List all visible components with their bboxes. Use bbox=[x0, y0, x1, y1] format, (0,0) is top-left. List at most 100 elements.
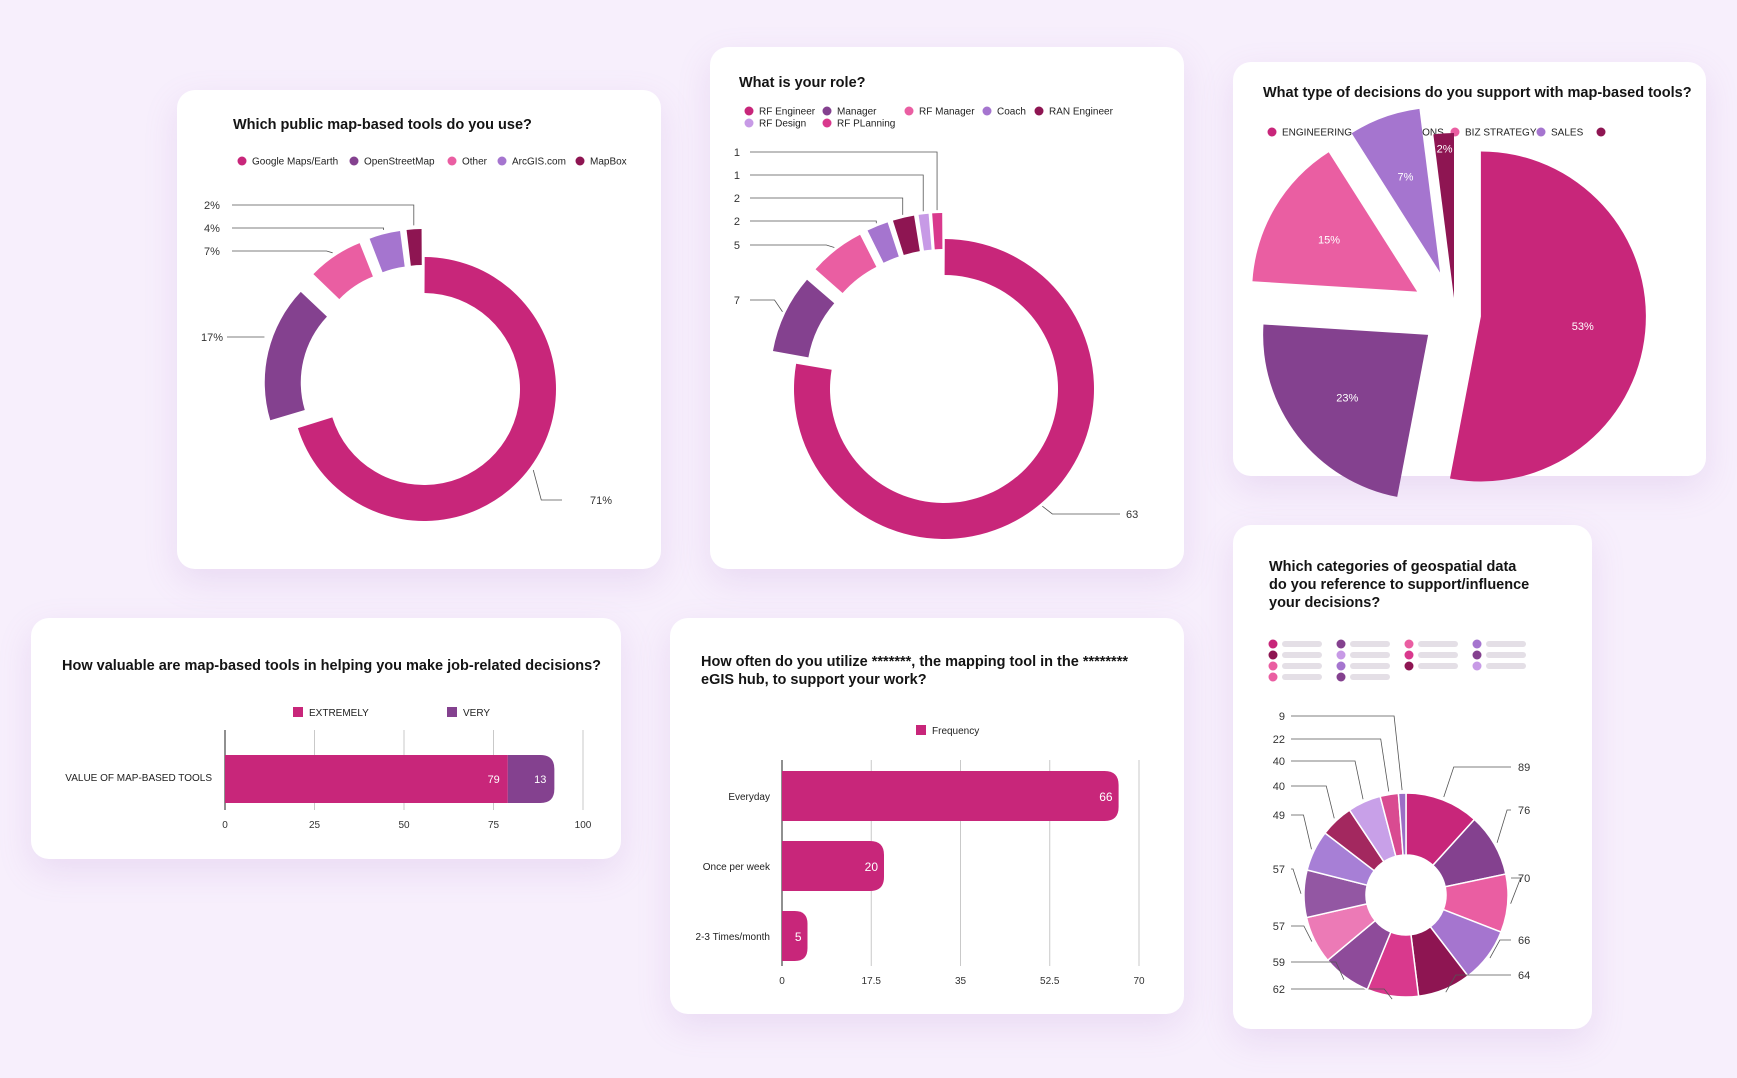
tick-label: 0 bbox=[779, 976, 785, 987]
chart-title: How often do you utilize *******, the ma… bbox=[701, 654, 1128, 688]
tick-label: 75 bbox=[488, 820, 500, 831]
tick-label: 50 bbox=[398, 820, 410, 831]
leader-line bbox=[1443, 766, 1511, 798]
value-label: 2 bbox=[734, 216, 740, 228]
leader-line bbox=[1042, 505, 1120, 515]
legend-label-blurred bbox=[1350, 641, 1390, 647]
legend-swatch bbox=[1404, 661, 1414, 671]
leader-line bbox=[750, 244, 835, 248]
decision-types-chart: ENGINEERINGOPERATIONSBIZ STRATEGYSALES53… bbox=[1252, 108, 1646, 497]
value-label: 1 bbox=[734, 170, 740, 182]
category-label: Once per week bbox=[703, 862, 771, 873]
bar-everyday bbox=[782, 771, 1119, 821]
slice-group bbox=[1449, 151, 1646, 482]
bar-extremely bbox=[225, 755, 508, 803]
value-label: 63 bbox=[1126, 509, 1138, 521]
slice-manager bbox=[772, 279, 835, 358]
slice-group bbox=[406, 229, 422, 266]
legend-label: VERY bbox=[463, 708, 490, 719]
slice-group bbox=[772, 279, 835, 358]
leader-line bbox=[232, 227, 385, 231]
legend-swatch bbox=[447, 156, 457, 166]
legend-label: OpenStreetMap bbox=[364, 157, 435, 168]
value-label: 7 bbox=[734, 295, 740, 307]
slice-14 bbox=[1397, 792, 1407, 856]
value-label: 5 bbox=[734, 240, 740, 252]
bar-once-per-week bbox=[782, 841, 884, 891]
slice-arcgis-com bbox=[369, 230, 405, 273]
leader-line bbox=[750, 197, 904, 215]
legend-label-blurred bbox=[1418, 641, 1458, 647]
card-public-tools: Which public map-based tools do you use?… bbox=[177, 90, 661, 569]
slice-operations bbox=[1263, 324, 1429, 497]
tick-label: 52.5 bbox=[1040, 976, 1060, 987]
chart-title: Which public map-based tools do you use? bbox=[233, 117, 532, 133]
leader-line bbox=[1291, 814, 1312, 850]
slice-coach bbox=[867, 222, 899, 263]
slice-rf-design bbox=[918, 213, 932, 251]
legend-swatch bbox=[744, 118, 754, 128]
slice-group bbox=[1263, 324, 1429, 497]
chart-title: How valuable are map-based tools in help… bbox=[62, 658, 602, 674]
leader-line bbox=[1291, 868, 1302, 894]
tick-label: 0 bbox=[222, 820, 228, 831]
leader-line bbox=[1291, 785, 1335, 819]
legend-swatch bbox=[822, 118, 832, 128]
legend-swatch bbox=[1472, 639, 1482, 649]
card-frequency: How often do you utilize *******, the ma… bbox=[670, 618, 1184, 1014]
legend-label: RF Manager bbox=[919, 107, 975, 118]
bar-value-label: 13 bbox=[534, 774, 546, 786]
legend-label: MapBox bbox=[590, 157, 627, 168]
legend-swatch bbox=[293, 707, 303, 717]
legend-swatch bbox=[447, 707, 457, 717]
slice-sales bbox=[1351, 108, 1441, 273]
legend-label-blurred bbox=[1418, 663, 1458, 669]
legend-label-blurred bbox=[1486, 641, 1526, 647]
value-label: 66 bbox=[1518, 935, 1530, 947]
legend-swatch bbox=[1267, 127, 1277, 137]
bar-value-label: 20 bbox=[865, 860, 879, 874]
legend-swatch bbox=[237, 156, 247, 166]
legend-swatch bbox=[1268, 661, 1278, 671]
chart-title: What is your role? bbox=[739, 75, 866, 91]
legend-label-blurred bbox=[1418, 652, 1458, 658]
slice-group bbox=[369, 230, 405, 273]
slice-group bbox=[892, 215, 920, 255]
leader-line bbox=[1291, 715, 1403, 791]
value-label: 57 bbox=[1273, 864, 1285, 876]
tick-label: 70 bbox=[1133, 976, 1145, 987]
value-chart: EXTREMELY VERY 0 25 50 75 100 VALUE OF MAP-BASE… bbox=[65, 707, 592, 831]
value-label: 70 bbox=[1518, 873, 1530, 885]
leader-line bbox=[1291, 961, 1345, 980]
value-label: 2 bbox=[734, 193, 740, 205]
legend-swatch bbox=[1268, 639, 1278, 649]
value-label: 40 bbox=[1273, 756, 1285, 768]
legend-swatch bbox=[744, 106, 754, 116]
slice-group bbox=[297, 257, 556, 521]
slice-openstreetmap bbox=[264, 291, 327, 421]
legend-swatch bbox=[1472, 650, 1482, 660]
slice-group bbox=[1433, 133, 1454, 299]
role-chart: RF Engineer Manager RF Manager Coach RAN Eng… bbox=[734, 106, 1138, 540]
value-label: 53% bbox=[1572, 321, 1594, 333]
slice-biz-strategy bbox=[1252, 152, 1418, 292]
legend-swatch bbox=[1472, 661, 1482, 671]
leader-line bbox=[532, 469, 562, 501]
legend-swatch bbox=[982, 106, 992, 116]
slice-group bbox=[1351, 108, 1441, 273]
slice-group bbox=[867, 222, 899, 263]
leader-line bbox=[1510, 877, 1522, 904]
value-label: 9 bbox=[1279, 711, 1285, 723]
value-label: 7% bbox=[204, 246, 220, 258]
value-label: 57 bbox=[1273, 921, 1285, 933]
legend-label: Other bbox=[462, 157, 488, 168]
slice-engineering bbox=[1449, 151, 1646, 482]
leader-line bbox=[1291, 988, 1393, 1000]
slice-ran-engineer bbox=[892, 215, 920, 255]
legend-swatch bbox=[1268, 672, 1278, 682]
legend-label-blurred bbox=[1282, 663, 1322, 669]
slice-rf-manager bbox=[815, 234, 877, 294]
leader-line bbox=[750, 299, 783, 313]
legend-swatch bbox=[1596, 127, 1606, 137]
legend-swatch bbox=[904, 106, 914, 116]
